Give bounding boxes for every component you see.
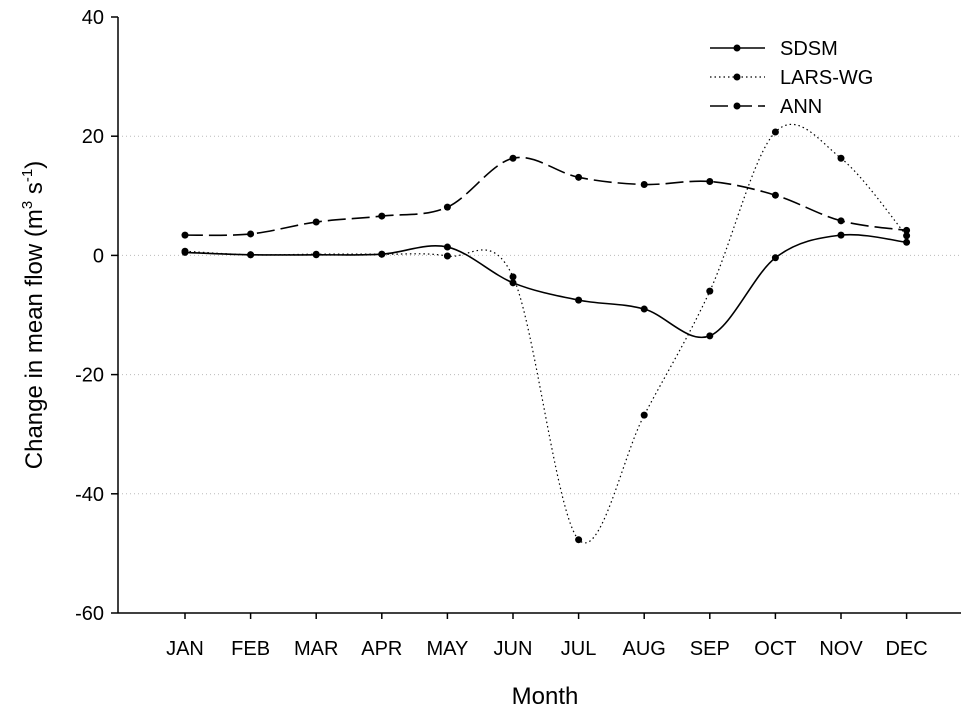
series-line (184, 123, 908, 544)
data-point (443, 243, 451, 251)
data-point (443, 252, 451, 260)
data-point (378, 212, 386, 220)
data-point (903, 232, 911, 240)
legend-marker (733, 73, 741, 81)
data-point (575, 173, 583, 181)
data-point (706, 287, 714, 295)
data-point (771, 254, 779, 262)
y-label-sup: 3 (19, 201, 36, 209)
data-point (378, 250, 386, 258)
x-axis-label: Month (512, 683, 579, 710)
x-tick-label: MAR (294, 638, 338, 660)
y-label-text: s (21, 182, 48, 201)
x-tick-label: JUN (494, 638, 533, 660)
x-tick-label: JUL (561, 638, 597, 660)
y-label-text: Change in mean flow (m (21, 209, 48, 469)
data-point (509, 273, 517, 281)
x-tick-label: NOV (819, 638, 863, 660)
data-point (640, 411, 648, 419)
legend-label: LARS-WG (780, 67, 873, 89)
x-tick-label: FEB (231, 638, 270, 660)
legend-marker (733, 44, 741, 52)
data-point (312, 250, 320, 258)
data-point (247, 230, 255, 238)
y-tick-label: -20 (75, 365, 104, 387)
data-point (247, 251, 255, 259)
data-point (706, 332, 714, 340)
x-tick-label: OCT (754, 638, 796, 660)
x-tick-label: APR (361, 638, 402, 660)
x-tick-label: MAY (426, 638, 468, 660)
legend-label: ANN (780, 96, 822, 118)
data-point (443, 203, 451, 211)
data-point (837, 154, 845, 162)
x-tick-label: AUG (623, 638, 666, 660)
data-point (509, 279, 517, 287)
y-label-text: ) (21, 161, 48, 169)
data-point (771, 128, 779, 136)
data-point (903, 226, 911, 234)
data-point (312, 218, 320, 226)
series-line (184, 233, 907, 339)
y-tick-label: 0 (93, 245, 104, 267)
series-line (184, 156, 907, 237)
y-tick-label: -60 (75, 603, 104, 625)
y-tick-label: 40 (82, 7, 104, 29)
data-point (575, 536, 583, 544)
data-point (837, 231, 845, 239)
y-axis-label: Change in mean flow (m3 s-1) (19, 161, 48, 469)
data-point (771, 191, 779, 199)
legend-marker (733, 102, 741, 110)
legend-label: SDSM (780, 38, 838, 60)
data-point (837, 217, 845, 225)
x-tick-label: DEC (885, 638, 927, 660)
data-point (706, 177, 714, 185)
data-point (181, 231, 189, 239)
x-tick-label: SEP (690, 638, 730, 660)
data-point (640, 305, 648, 313)
data-point (903, 238, 911, 246)
y-label-sup: -1 (19, 169, 36, 182)
x-tick-label: JAN (166, 638, 204, 660)
data-point (575, 296, 583, 304)
data-point (509, 154, 517, 162)
y-tick-label: 20 (82, 126, 104, 148)
y-tick-label: -40 (75, 484, 104, 506)
data-point (640, 180, 648, 188)
data-point (181, 247, 189, 255)
